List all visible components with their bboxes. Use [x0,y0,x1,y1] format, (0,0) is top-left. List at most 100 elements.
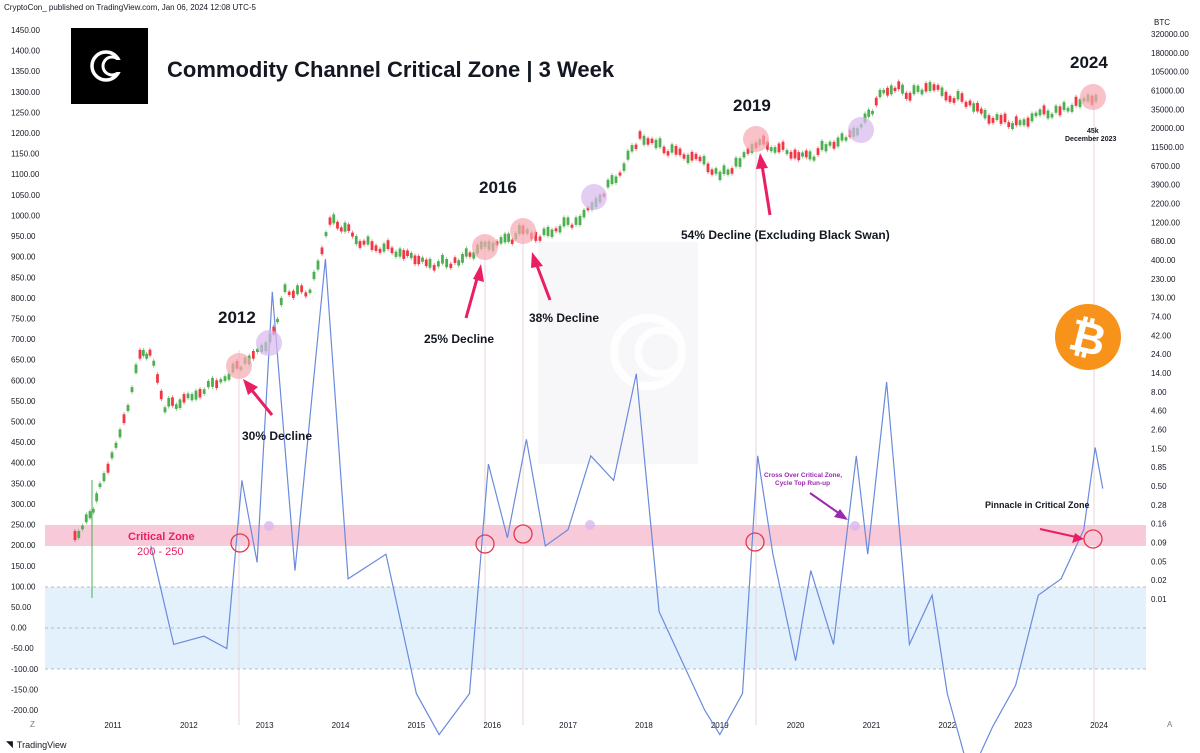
candle-body [901,84,904,94]
candle-body [878,89,882,98]
candle-body [1074,96,1078,106]
cci-line [150,258,1104,753]
candle-body [279,297,283,306]
candle-body [874,97,878,106]
candle-body [582,209,586,218]
right-tick-label: 0.16 [1151,520,1167,529]
candle-body [886,87,889,96]
candle-body [658,138,662,148]
candle-body [453,257,457,263]
candle-body [339,227,343,232]
candle-body [832,141,836,149]
left-tick-label: 650.00 [11,356,36,365]
candle-body [432,264,436,271]
candle-body [650,138,654,144]
right-tick-label: 130.00 [1151,294,1176,303]
candle-body [948,95,952,103]
cycle-label-2016: 2016 [479,178,517,197]
annotation-38-decline: 38% Decline [529,311,599,325]
candle-body [130,387,134,393]
left-tick-label: 0.00 [11,624,27,633]
candle-body [316,260,320,270]
candle-body [920,89,924,95]
right-axis: 320000.00 180000.00 105000.00 61000.00 35000… [1151,30,1189,604]
candle-body [499,237,503,244]
highlight-2024 [1080,84,1106,110]
x-tick-label: 2014 [332,721,350,730]
candle-body [215,380,219,388]
candle-body [606,179,610,188]
candle-body [449,263,453,269]
right-tick-label: 0.28 [1151,501,1167,510]
cc-logo-icon [71,28,148,104]
candle-body [546,226,550,236]
candle-body [991,117,995,123]
cci-markers [230,520,1103,554]
critical-zone-range: 200 - 250 [137,546,183,558]
candle-body [820,140,824,150]
neutral-zone [45,587,1146,669]
candle-body [223,376,227,381]
candle-body [964,101,968,107]
candle-body [461,254,464,263]
candle-body [614,176,618,183]
candle-body [1042,105,1046,115]
candle-body [390,247,394,254]
left-tick-label: 950.00 [11,232,36,241]
left-tick-label: 1050.00 [11,191,40,200]
candle-body [1014,116,1018,126]
candle-body [742,152,746,158]
candle-body [730,168,734,174]
left-tick-label: 750.00 [11,314,36,323]
left-tick-label: 600.00 [11,376,36,385]
candle-body [746,148,750,154]
candle-body [152,360,156,366]
candle-body [336,221,339,229]
candle-body [398,248,402,257]
candle-body [141,349,145,356]
candle-body [952,98,956,103]
left-tick-label: 850.00 [11,273,36,282]
candle-body [718,171,722,180]
candle-body [702,156,706,165]
tradingview-logo-icon: ◥ [6,739,13,749]
candle-body [773,147,777,153]
candle-body [844,137,848,141]
chart-title: Commodity Channel Critical Zone | 3 Week [167,57,615,82]
tradingview-brand[interactable]: ◥ TradingView [6,739,66,750]
candle-body [797,152,801,161]
candle-body [710,169,714,175]
cci-marker-2012 [230,533,250,553]
candle-body [402,250,406,259]
right-tick-label: 0.85 [1151,463,1167,472]
cci-marker-2016-b [513,524,533,544]
candle-body [445,258,449,268]
left-tick-label: 1350.00 [11,67,40,76]
watermark-logo-icon [610,314,686,390]
candle-body [409,252,413,259]
right-tick-label: 680.00 [1151,237,1176,246]
candle-body [256,348,259,353]
candle-body [538,236,542,241]
right-tick-label: 0.05 [1151,557,1167,566]
left-tick-label: 250.00 [11,521,36,530]
candle-body [441,254,444,264]
candle-body [378,248,382,253]
candle-body [1050,113,1054,118]
axis-corner-z: Z [30,720,35,729]
candle-body [122,414,126,424]
candle-body [666,151,670,156]
candle-body [714,168,718,174]
left-tick-label: 1400.00 [11,47,40,56]
right-tick-label: 2.60 [1151,426,1167,435]
candle-body [987,115,991,124]
candle-body [190,394,194,401]
cci-marker-2020-purple [850,521,860,531]
candle-body [867,109,871,117]
candle-body [1026,117,1030,127]
right-tick-label: 320000.00 [1151,30,1189,39]
candle-body [662,146,666,154]
right-tick-label: 400.00 [1151,256,1176,265]
candle-body [308,289,312,293]
crossover-annotation-line1: Cross Over Critical Zone, [764,472,842,479]
